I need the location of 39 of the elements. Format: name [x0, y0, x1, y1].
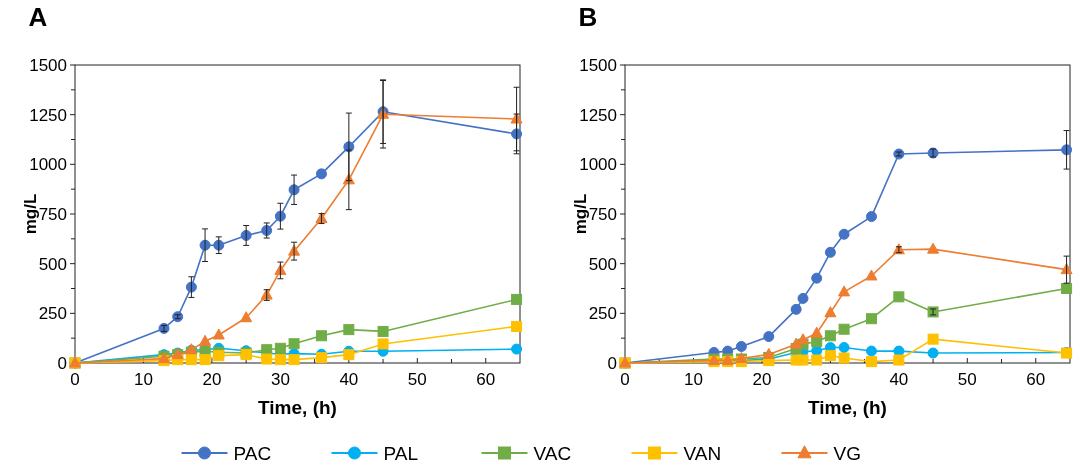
y-tick-label: 250: [588, 304, 617, 324]
chart-title: B: [578, 2, 598, 32]
x-tick-label: 50: [957, 370, 977, 389]
y-axis-title: mg/L: [571, 193, 590, 235]
legend-label: VAC: [533, 442, 572, 464]
x-tick-label: 10: [134, 370, 153, 389]
y-tick-label: 500: [38, 254, 67, 274]
x-tick-label: 20: [202, 370, 222, 389]
y-tick-label: 1250: [29, 105, 67, 125]
x-tick-label: 10: [684, 370, 703, 389]
x-tick-label: 60: [1026, 370, 1046, 389]
legend-label: VAN: [683, 442, 722, 464]
y-tick-label: 1000: [29, 155, 67, 175]
y-tick-label: 1500: [29, 55, 67, 75]
x-axis-title: Time, (h): [258, 397, 337, 418]
chart-title: A: [28, 2, 48, 32]
x-tick-label: 60: [476, 370, 496, 389]
x-tick-label: 50: [407, 370, 427, 389]
legend-label: PAL: [383, 442, 419, 464]
x-tick-label: 0: [70, 370, 80, 389]
x-tick-label: 0: [620, 370, 630, 389]
y-axis-title: mg/L: [21, 193, 40, 235]
legend-label: PAC: [233, 442, 272, 464]
x-axis-title: Time, (h): [808, 397, 887, 418]
y-tick-label: 250: [38, 304, 67, 324]
y-tick-label: 1000: [579, 155, 617, 175]
y-tick-label: 750: [38, 204, 67, 224]
x-tick-label: 30: [820, 370, 840, 389]
y-tick-label: 0: [607, 353, 617, 373]
y-tick-label: 1250: [579, 105, 617, 125]
y-tick-label: 500: [588, 254, 617, 274]
y-tick-label: 750: [588, 204, 617, 224]
x-tick-label: 40: [339, 370, 359, 389]
x-tick-label: 30: [270, 370, 290, 389]
legend-label: VG: [833, 442, 861, 464]
x-tick-label: 20: [752, 370, 772, 389]
y-tick-label: 0: [57, 353, 67, 373]
x-tick-label: 40: [889, 370, 909, 389]
y-tick-label: 1500: [579, 55, 617, 75]
